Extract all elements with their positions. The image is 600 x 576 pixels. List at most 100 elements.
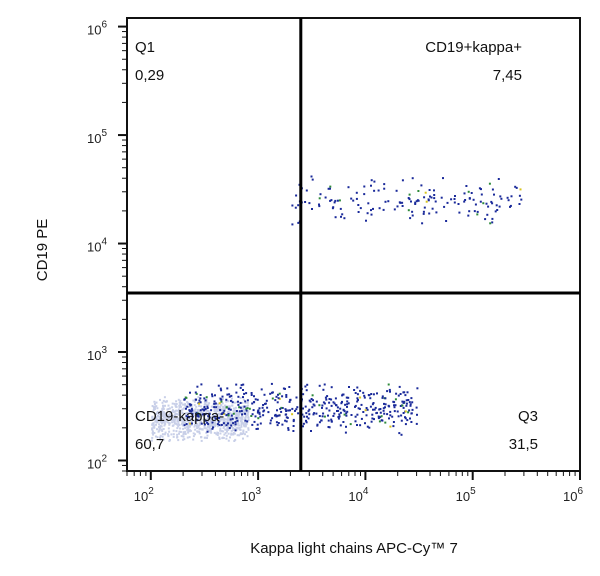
event-dot — [211, 393, 213, 396]
event-dot — [218, 437, 221, 440]
event-dot — [153, 432, 156, 434]
event-dot — [178, 401, 181, 404]
event-dot — [408, 401, 411, 404]
event-dot — [198, 432, 201, 435]
event-dot — [215, 406, 218, 409]
event-dot — [236, 413, 239, 416]
event-dot — [192, 432, 195, 435]
event-dot — [186, 405, 189, 408]
event-dot — [219, 429, 222, 432]
event-dot — [340, 402, 343, 405]
event-dot — [237, 415, 240, 418]
event-dot — [215, 423, 218, 426]
event-dot — [240, 408, 243, 411]
event-dot — [229, 421, 232, 424]
event-dot — [204, 427, 207, 430]
event-dot — [234, 438, 237, 441]
event-dot — [152, 426, 155, 429]
event-dot — [230, 433, 233, 436]
event-dot — [159, 419, 162, 422]
event-dot — [468, 197, 471, 200]
x-tick-label: 104 — [348, 486, 368, 504]
event-dot — [425, 200, 428, 203]
event-dot — [339, 407, 342, 410]
event-dot — [374, 406, 377, 409]
event-dot — [175, 400, 178, 403]
event-dot — [169, 412, 172, 415]
event-dot — [476, 210, 479, 213]
event-dot — [154, 435, 157, 438]
event-dot — [228, 405, 231, 408]
event-dot — [223, 418, 226, 421]
event-dot — [171, 410, 173, 413]
event-dot — [194, 420, 197, 423]
event-dot — [232, 412, 235, 415]
event-dot — [216, 434, 219, 436]
event-dot — [420, 184, 423, 187]
event-dot — [187, 420, 190, 423]
event-dot — [409, 403, 412, 406]
event-dot — [179, 402, 182, 405]
event-dot — [225, 434, 228, 437]
event-dot — [235, 410, 238, 412]
event-dot — [400, 414, 403, 417]
event-dot — [245, 392, 248, 395]
event-dot — [383, 183, 386, 186]
event-dot — [306, 383, 309, 386]
event-dot — [187, 415, 190, 418]
event-dot — [305, 419, 307, 422]
event-dot — [364, 422, 366, 425]
event-dot — [188, 409, 191, 412]
event-dot — [356, 397, 359, 400]
event-dot — [404, 394, 407, 397]
event-dot — [176, 435, 179, 438]
event-dot — [193, 425, 196, 428]
event-dot — [202, 418, 205, 421]
event-dot — [232, 422, 235, 425]
event-dot — [205, 401, 208, 404]
event-dot — [484, 218, 487, 221]
event-dot — [199, 413, 202, 416]
event-dot — [168, 422, 171, 425]
event-dot — [305, 421, 308, 424]
event-dot — [341, 394, 344, 397]
event-dot — [232, 429, 235, 432]
event-dot — [164, 423, 167, 426]
event-dot — [210, 409, 213, 412]
event-dot — [320, 419, 323, 422]
event-dot — [303, 415, 306, 418]
event-dot — [182, 435, 185, 438]
event-dot — [166, 414, 169, 417]
event-dot — [284, 419, 287, 422]
event-dot — [184, 421, 187, 424]
event-dot — [205, 431, 208, 434]
event-dot — [228, 406, 231, 409]
event-dot — [476, 213, 479, 216]
event-dot — [254, 398, 257, 401]
event-dot — [192, 410, 195, 413]
event-dot — [213, 415, 216, 418]
event-dot — [159, 417, 162, 420]
y-axis-title: CD19 PE — [34, 219, 51, 282]
event-dot — [359, 396, 362, 399]
event-dot — [246, 414, 249, 416]
event-dot — [162, 408, 165, 410]
event-dot — [159, 434, 162, 437]
event-dot — [408, 193, 411, 196]
event-dot — [345, 414, 348, 417]
event-dot — [463, 192, 466, 195]
event-dot — [176, 419, 179, 422]
event-dot — [158, 415, 161, 418]
event-dot — [187, 412, 190, 415]
event-dot — [406, 419, 409, 422]
event-dot — [245, 431, 248, 433]
event-dot — [185, 423, 188, 425]
event-dot — [280, 410, 283, 413]
event-dot — [373, 180, 376, 183]
event-dot — [291, 413, 294, 416]
event-dot — [182, 438, 185, 441]
event-dot — [450, 198, 453, 201]
event-dot — [247, 416, 250, 419]
event-dot — [346, 400, 349, 403]
event-dot — [244, 419, 247, 422]
